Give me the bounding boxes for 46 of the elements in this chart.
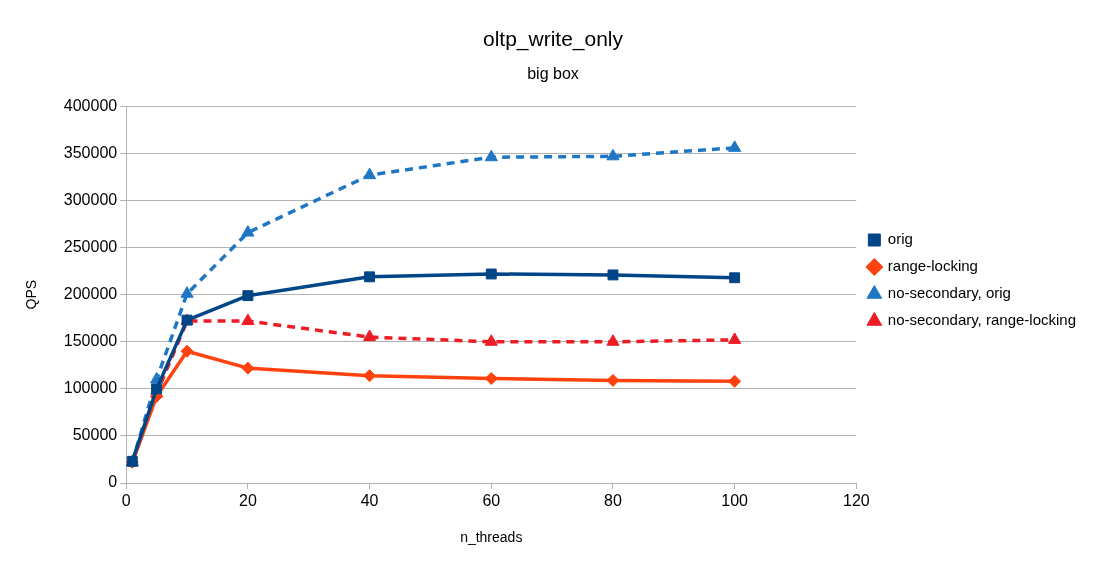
point	[363, 369, 377, 383]
point	[728, 332, 742, 344]
point	[180, 286, 194, 298]
x-tick-label: 60	[482, 492, 501, 510]
legend-label: no-secondary, range-locking	[887, 311, 1077, 329]
legend-label: range-locking	[887, 257, 978, 275]
y-tick-label: 100000	[63, 379, 118, 397]
point	[729, 272, 741, 284]
point	[363, 167, 377, 180]
x-tick-label: 120	[842, 492, 870, 510]
point	[728, 140, 742, 152]
y-tick-label: 50000	[72, 426, 118, 444]
y-tick-label: 250000	[63, 238, 118, 256]
x-tick-label: 20	[238, 492, 257, 510]
y-axis-title: QPS	[23, 279, 40, 310]
legend-label: orig	[887, 230, 913, 248]
point	[606, 334, 620, 346]
y-tick-label: 0	[108, 473, 118, 491]
y-tick-label: 200000	[63, 285, 118, 303]
point	[485, 268, 497, 280]
y-tick-label: 400000	[63, 96, 118, 114]
y-tick-label: 350000	[63, 143, 118, 161]
y-tick-label: 150000	[63, 332, 118, 350]
x-axis-title: n_threads	[460, 529, 523, 546]
point	[607, 269, 619, 281]
point	[363, 329, 377, 342]
point	[241, 361, 255, 375]
chart-subtitle: big box	[527, 65, 579, 83]
point	[241, 313, 255, 326]
point	[606, 148, 620, 161]
x-tick-label: 0	[121, 492, 131, 510]
legend-label: no-secondary, orig	[887, 284, 1011, 302]
point	[484, 149, 498, 162]
point	[364, 271, 376, 283]
point	[180, 344, 194, 358]
point	[728, 374, 742, 388]
chart-title: oltp_write_only	[482, 27, 624, 52]
point	[242, 290, 254, 302]
point	[484, 371, 498, 385]
x-tick-label: 80	[604, 492, 622, 510]
point	[606, 373, 620, 387]
point	[484, 334, 498, 346]
x-tick-label: 40	[360, 492, 379, 510]
point	[241, 225, 255, 237]
y-tick-label: 300000	[63, 190, 118, 208]
x-tick-label: 100	[721, 492, 749, 510]
